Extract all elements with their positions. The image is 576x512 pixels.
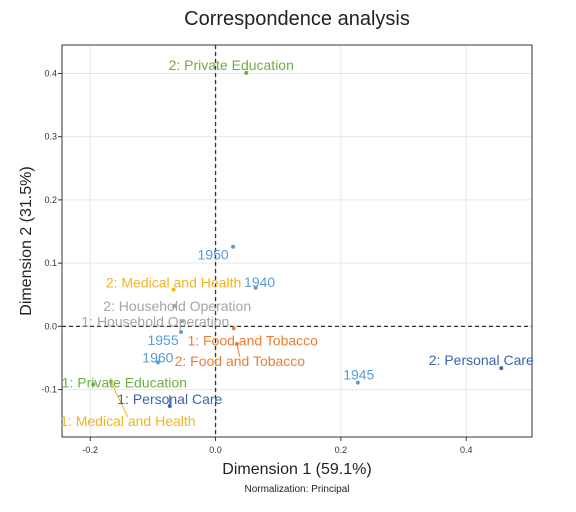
point-label-1-private-education: 1: Private Education <box>62 375 187 391</box>
x-tick-label: 0.4 <box>460 445 473 455</box>
leader-line-2-food-and-tobacco <box>236 343 241 358</box>
normalization-note: Normalization: Principal <box>244 484 349 495</box>
point-label-1955: 1955 <box>147 332 178 348</box>
x-tick-label: 0.2 <box>335 445 348 455</box>
point-label-1-food-and-tobacco: 1: Food and Tobacco <box>187 332 318 348</box>
point-label-2-medical-and-health: 2: Medical and Health <box>106 275 241 291</box>
point-2-private-education <box>244 70 249 75</box>
y-tick-label: 0.4 <box>44 68 57 78</box>
x-tick-label: -0.2 <box>82 445 98 455</box>
point-1-private-education <box>91 382 96 387</box>
point-2-food-and-tobacco <box>234 342 239 347</box>
chart-title: Correspondence analysis <box>184 8 410 30</box>
point-label-2-household-operation: 2: Household Operation <box>103 298 251 314</box>
point-1960 <box>155 360 160 365</box>
point-label-1940: 1940 <box>244 274 275 290</box>
data-points <box>91 70 504 409</box>
point-label-1950: 1950 <box>198 247 229 263</box>
point-1-medical-and-health <box>108 379 113 384</box>
point-2-household-operation <box>172 304 177 309</box>
reference-lines <box>62 45 532 437</box>
point-label-1-personal-care: 1: Personal Care <box>117 391 222 407</box>
point-2-medical-and-health <box>171 287 176 292</box>
x-tick-label: 0.0 <box>209 445 222 455</box>
y-tick-label: -0.1 <box>41 385 57 395</box>
point-1-personal-care <box>167 404 172 409</box>
point-label-1-household-operation: 1: Household Operation <box>81 313 229 329</box>
point-1945 <box>355 380 360 385</box>
point-1940 <box>253 285 258 290</box>
point-2-personal-care <box>499 366 504 371</box>
plot-frame <box>61 44 533 438</box>
point-label-1945: 1945 <box>343 367 374 383</box>
y-tick-label: 0.3 <box>44 132 57 142</box>
point-1-household-operation <box>180 319 185 324</box>
y-tick-label: 0.2 <box>44 195 57 205</box>
y-axis-label: Dimension 2 (31.5%) <box>18 166 35 315</box>
axis-ticks: -0.2 0.0 0.2 0.4 -0.1 0.0 0.1 0.2 0.3 0.4 <box>41 68 472 455</box>
point-label-1960: 1960 <box>142 349 173 365</box>
y-tick-label: 0.0 <box>44 321 57 331</box>
point-label-1-medical-and-health: 1: Medical and Health <box>60 413 195 429</box>
leader-line-1-medical-and-health <box>110 381 129 418</box>
point-label-2-personal-care: 2: Personal Care <box>429 352 534 368</box>
y-tick-label: 0.1 <box>44 258 57 268</box>
point-1-food-and-tobacco <box>231 326 236 331</box>
x-axis-label: Dimension 1 (59.1%) <box>222 461 371 478</box>
point-1950 <box>231 244 236 249</box>
point-label-2-private-education: 2: Private Education <box>169 57 294 73</box>
point-label-2-food-and-tobacco: 2: Food and Tobacco <box>175 353 306 369</box>
point-1955 <box>179 330 184 335</box>
